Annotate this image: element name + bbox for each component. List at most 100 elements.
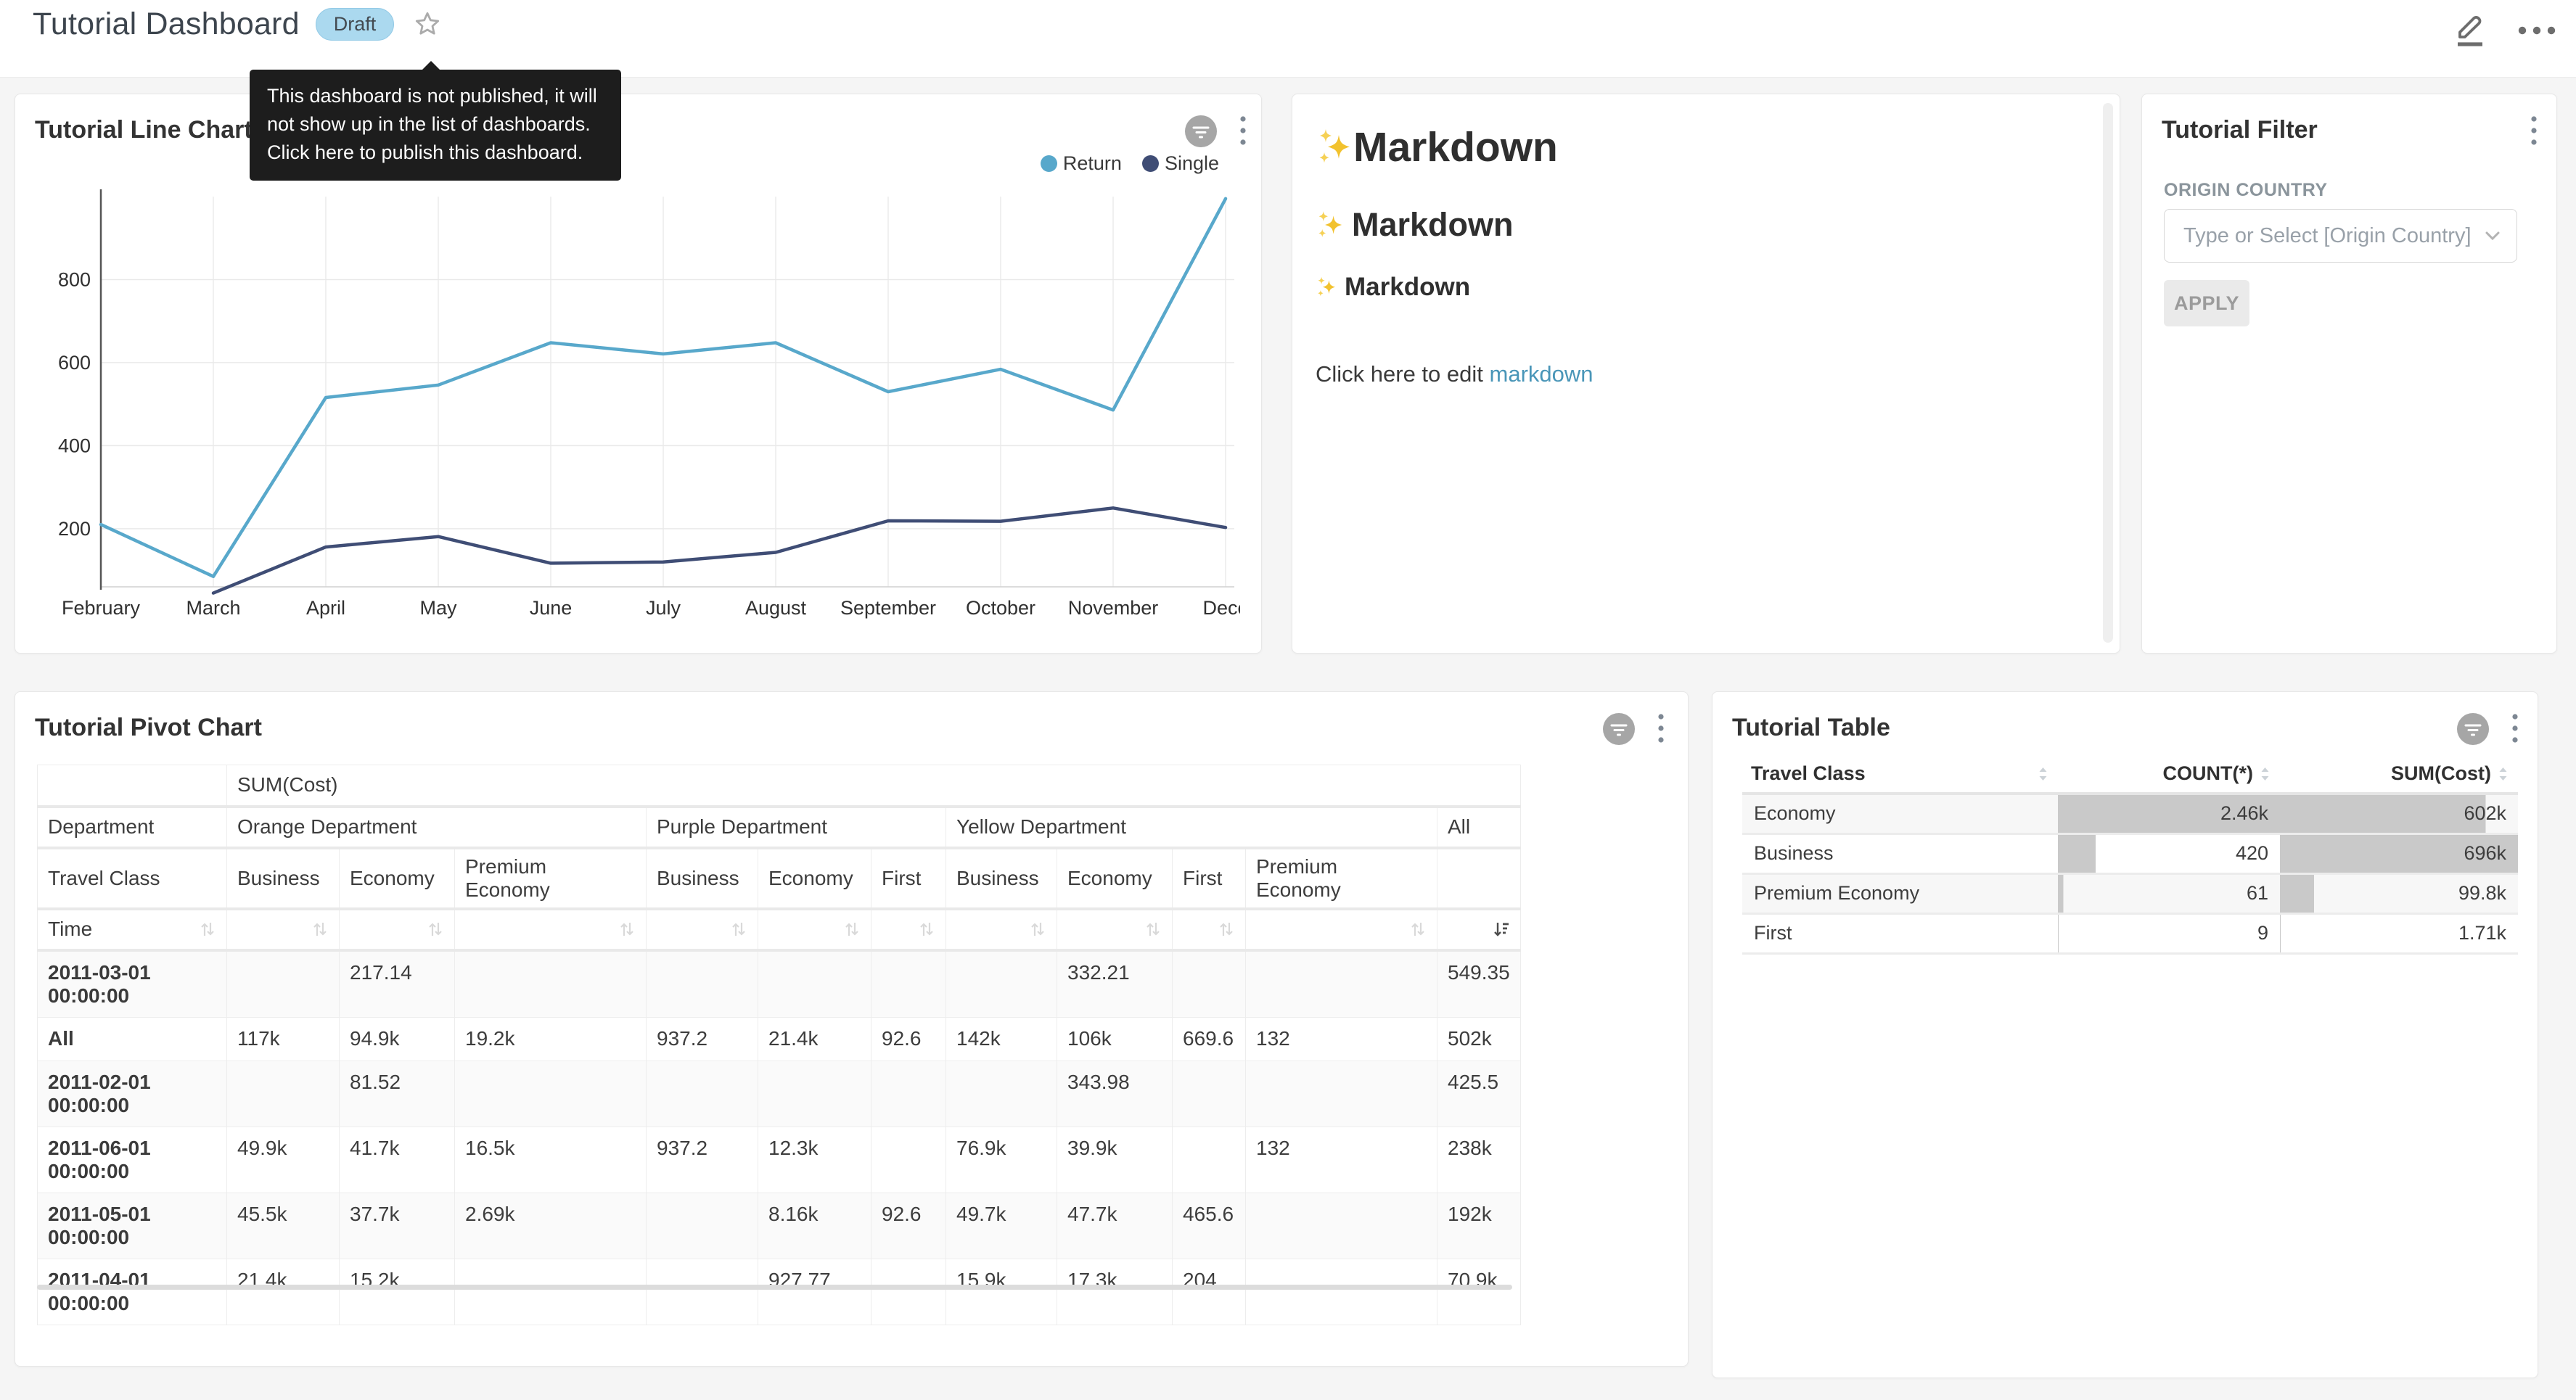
pivot-value-cell: [1172, 950, 1246, 1018]
star-icon[interactable]: [413, 9, 442, 38]
horizontal-scrollbar[interactable]: [37, 1285, 1512, 1290]
pivot-value-cell: 39.9k: [1057, 1126, 1173, 1193]
pivot-sort-cell[interactable]: [646, 908, 758, 952]
pivot-value-cell: [226, 950, 340, 1018]
pivot-value-cell: [758, 950, 871, 1018]
line-chart-svg[interactable]: 200 400 600 800 February March April May June Jul…: [36, 182, 1240, 627]
publish-tooltip[interactable]: This dashboard is not published, it will…: [250, 61, 621, 181]
line-chart-title[interactable]: Tutorial Line Chart: [35, 116, 253, 144]
pivot-value-cell: [1245, 1060, 1437, 1127]
table-row[interactable]: Business 420 696k: [1742, 833, 2518, 875]
cross-filter-indicator-icon[interactable]: [2456, 712, 2490, 746]
pivot-sort-cell[interactable]: [1172, 908, 1246, 952]
pivot-value-cell: 21.4k: [758, 1016, 871, 1061]
column-header-travel-class[interactable]: Travel Class: [1742, 755, 2058, 795]
legend-item[interactable]: Single: [1141, 152, 1219, 175]
pivot-value-cell: 21.4k: [226, 1258, 340, 1325]
pivot-sort-cell[interactable]: [758, 908, 871, 952]
pivot-value-cell: 76.9k: [946, 1126, 1057, 1193]
filter-panel-title: Tutorial Filter: [2162, 116, 2318, 144]
pivot-row-label: 2011-04-01 00:00:00: [37, 1258, 227, 1325]
markdown-scrollbar[interactable]: [2103, 103, 2113, 643]
pivot-value-cell: 37.7k: [339, 1192, 455, 1259]
pivot-value-cell: [946, 1060, 1057, 1127]
pivot-class-header: Premium Economy: [454, 847, 647, 910]
table-header-row: Travel Class COUNT(*) SUM(Cost): [1742, 755, 2518, 795]
kebab-menu-icon[interactable]: [2529, 113, 2539, 149]
pivot-row: 2011-02-01 00:00:00 81.52 343.98 425.5: [37, 1060, 1521, 1127]
svg-text:200: 200: [58, 518, 91, 540]
table-row[interactable]: First 9 1.71k: [1742, 913, 2518, 955]
cross-filter-indicator-icon[interactable]: [1602, 712, 1636, 746]
pivot-class-header: First: [1172, 847, 1246, 910]
pivot-value-cell: 238k: [1437, 1126, 1521, 1193]
pivot-time-sort-cell[interactable]: Time: [37, 908, 227, 952]
pivot-value-cell: [871, 1060, 946, 1127]
sort-caret-icon: [2261, 767, 2269, 781]
pivot-metric-header: SUM(Cost): [226, 765, 1521, 808]
pivot-class-row: Travel Class Business Economy Premium Econo…: [37, 847, 1521, 910]
pivot-class-header: Economy: [1057, 847, 1173, 910]
cross-filter-indicator-icon[interactable]: [1184, 115, 1218, 148]
pivot-sort-cell[interactable]: [946, 908, 1057, 952]
markdown-edit-link[interactable]: markdown: [1489, 361, 1593, 387]
tutorial-table: Travel Class COUNT(*) SUM(Cost) Economy 2.46…: [1742, 755, 2518, 955]
pivot-value-cell: [946, 950, 1057, 1018]
kebab-menu-icon[interactable]: [2510, 711, 2520, 747]
pivot-chart-title[interactable]: Tutorial Pivot Chart: [35, 714, 262, 741]
pivot-value-cell: [454, 1060, 647, 1127]
pivot-sort-cell[interactable]: [1437, 908, 1521, 952]
edit-pencil-icon[interactable]: [2451, 10, 2489, 51]
pivot-sort-cell[interactable]: [871, 908, 946, 952]
sort-both-icon: [1031, 923, 1044, 936]
markdown-footer-text: Click here to edit markdown: [1316, 361, 1593, 387]
more-menu-ellipsis-icon[interactable]: [2514, 16, 2560, 45]
legend-item[interactable]: Return: [1040, 152, 1122, 175]
dashboard-title[interactable]: Tutorial Dashboard: [33, 6, 300, 41]
table-row[interactable]: Economy 2.46k 602k: [1742, 794, 2518, 835]
pivot-sort-cell[interactable]: [454, 908, 647, 952]
column-header-sum-cost[interactable]: SUM(Cost): [2280, 755, 2518, 795]
pivot-value-cell: 81.52: [339, 1060, 455, 1127]
kebab-menu-icon[interactable]: [1238, 113, 1248, 149]
sort-both-icon: [1220, 923, 1233, 936]
pivot-sort-cell[interactable]: [226, 908, 340, 952]
table-row[interactable]: Premium Economy 61 99.8k: [1742, 873, 2518, 915]
chevron-down-icon: [2485, 231, 2501, 241]
sort-caret-icon: [2499, 767, 2507, 781]
pivot-department-row: Department Orange Department Purple Depart…: [37, 806, 1521, 849]
column-header-count[interactable]: COUNT(*): [2058, 755, 2280, 795]
origin-country-select[interactable]: Type or Select [Origin Country]: [2164, 209, 2517, 263]
pivot-group-header: All: [1437, 806, 1521, 849]
kebab-menu-icon[interactable]: [1656, 711, 1666, 747]
markdown-panel[interactable]: Markdown Markdown Markdown Click here to…: [1292, 94, 2120, 654]
pivot-value-cell: 343.98: [1057, 1060, 1173, 1127]
legend-dot-icon: [1040, 155, 1057, 172]
pivot-value-cell: 16.5k: [454, 1126, 647, 1193]
pivot-value-cell: 502k: [1437, 1016, 1521, 1061]
pivot-class-header: Economy: [758, 847, 871, 910]
markdown-heading-2: Markdown: [1316, 206, 2070, 244]
pivot-value-cell: 47.7k: [1057, 1192, 1173, 1259]
sparkles-icon: [1316, 275, 1337, 300]
apply-button[interactable]: APPLY: [2164, 280, 2249, 326]
count-cell: 61: [2058, 873, 2280, 915]
svg-text:April: April: [306, 597, 345, 619]
sort-descending-icon: [1493, 923, 1509, 936]
pivot-value-cell: [646, 1192, 758, 1259]
pivot-value-cell: [1245, 1258, 1437, 1325]
table-panel-title[interactable]: Tutorial Table: [1732, 714, 1890, 741]
pivot-sort-cell[interactable]: [339, 908, 455, 952]
pivot-metric-row: SUM(Cost): [37, 765, 1521, 808]
svg-text:July: July: [646, 597, 681, 619]
pivot-sort-cell[interactable]: [1245, 908, 1437, 952]
pivot-value-cell: [646, 950, 758, 1018]
pivot-value-cell: 117k: [226, 1016, 340, 1061]
sum-cost-cell: 99.8k: [2280, 873, 2518, 915]
pivot-group-header: Orange Department: [226, 806, 647, 849]
pivot-value-cell: 92.6: [871, 1016, 946, 1061]
pivot-sort-cell[interactable]: [1057, 908, 1173, 952]
draft-badge[interactable]: Draft: [315, 7, 395, 41]
pivot-group-header: Yellow Department: [946, 806, 1437, 849]
